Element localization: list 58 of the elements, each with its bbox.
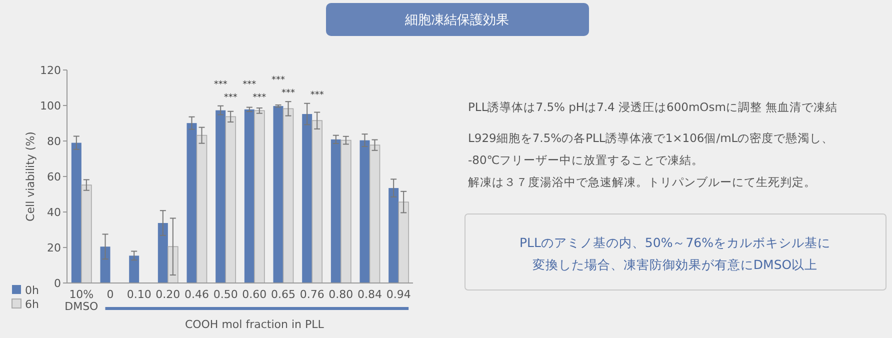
bar xyxy=(158,223,168,283)
bar xyxy=(168,246,178,284)
x-tick-label: 0.94 xyxy=(386,288,411,301)
x-tick-label: 0.65 xyxy=(271,288,296,301)
annotation: *** xyxy=(242,80,257,90)
x-tick-label: 0.76 xyxy=(300,288,324,301)
y-tick-label: 0 xyxy=(54,277,61,290)
x-tick-label: 0.84 xyxy=(358,288,382,301)
x-axis-title: COOH mol fraction in PLL xyxy=(184,318,325,331)
bar xyxy=(100,246,110,283)
bar xyxy=(196,134,208,284)
y-tick-label: 100 xyxy=(40,100,61,112)
bar xyxy=(71,142,82,283)
bar xyxy=(398,202,409,284)
text: -80℃フリーザー中に放置することで凍結。 xyxy=(468,153,704,167)
text: 解凍は３７度湯浴中で急速解凍。トリパンブルーにて生死判定。 xyxy=(468,175,816,189)
text: PLL誘導体は7.5% pHは7.4 浸透圧は600mOsmに調整 無血清で凍結 xyxy=(468,100,838,114)
x-tick-label: 0.10 xyxy=(126,288,152,301)
bar xyxy=(244,109,254,283)
bar xyxy=(369,144,380,284)
bar xyxy=(273,106,284,283)
x-tick-label: 10% DMSO xyxy=(64,288,99,313)
bar xyxy=(360,140,370,283)
bar xyxy=(129,256,140,283)
y-tick-label: 40 xyxy=(47,206,61,219)
annotation: *** xyxy=(224,92,238,103)
annotation: *** xyxy=(272,76,286,86)
title: 細胞凍結保護効果 xyxy=(326,3,589,36)
bar xyxy=(254,110,265,284)
annotation: *** xyxy=(252,93,267,103)
bar xyxy=(225,116,236,284)
x-tick-label: 0.46 xyxy=(184,288,209,301)
x-tick-label: 0.20 xyxy=(156,288,180,301)
annotation: *** xyxy=(282,88,296,99)
y-tick-label: 60 xyxy=(47,170,61,184)
y-tick-label: 120 xyxy=(40,64,61,77)
y-tick-label: 80 xyxy=(47,135,61,148)
bar xyxy=(388,188,399,283)
annotation: *** xyxy=(214,80,228,90)
bar xyxy=(302,114,312,283)
y-tick-label: 20 xyxy=(47,242,61,254)
note-box: PLLのアミノ基の内、50%～76%をカルボキシル基に 変換した場合、凍害防御効果が有意にDMSO以上 xyxy=(464,214,886,290)
annotation: *** xyxy=(310,90,324,100)
bar xyxy=(330,139,341,283)
text: L929細胞を7.5%の各PLL誘導体液で1×106個/mLの密度で懸濁し、 xyxy=(468,131,834,145)
x-tick-label: 0 xyxy=(106,288,114,301)
y-axis-title: Cell viability (%) xyxy=(24,132,37,222)
legend-label: 0h xyxy=(25,284,39,297)
bar xyxy=(81,184,92,284)
bar xyxy=(312,120,322,284)
bar xyxy=(340,140,352,284)
bar xyxy=(216,110,226,283)
legend-label: 6h xyxy=(25,298,39,311)
bar xyxy=(282,108,294,284)
x-tick-label: 0.50 xyxy=(213,288,238,301)
x-tick-label: 0.60 xyxy=(242,288,267,301)
bar xyxy=(186,123,197,283)
x-tick-label: 0.80 xyxy=(328,288,354,301)
